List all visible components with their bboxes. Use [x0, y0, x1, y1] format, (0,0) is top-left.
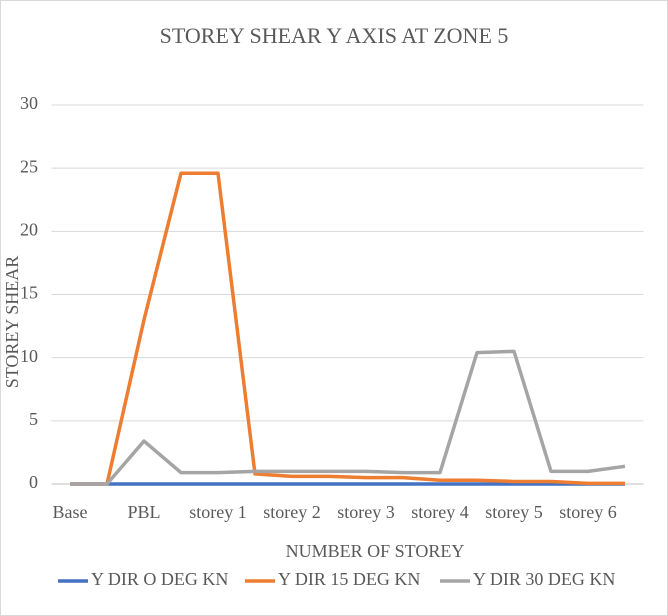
y-tick-label: 5 — [29, 409, 38, 429]
x-tick-label: storey 4 — [411, 502, 469, 522]
y-tick-label: 25 — [20, 156, 38, 176]
y-axis-label: STOREY SHEAR — [2, 256, 22, 389]
chart-title: STOREY SHEAR Y AXIS AT ZONE 5 — [160, 23, 509, 48]
x-tick-label: storey 3 — [337, 502, 395, 522]
x-tick-label: Base — [53, 502, 88, 522]
legend-label: Y DIR 15 DEG KN — [278, 569, 420, 589]
series-line — [70, 349, 626, 486]
y-tick-label: 30 — [20, 93, 38, 113]
x-axis-label: NUMBER OF STOREY — [286, 541, 465, 561]
legend-label: Y DIR 30 DEG KN — [473, 569, 615, 589]
series-line — [70, 171, 625, 486]
y-tick-label: 0 — [29, 472, 38, 492]
y-tick-label: 10 — [20, 346, 38, 366]
legend-label: Y DIR O DEG KN — [91, 569, 228, 589]
x-tick-label: storey 5 — [485, 502, 543, 522]
x-tick-label: storey 1 — [189, 502, 247, 522]
x-tick-label: storey 6 — [559, 502, 617, 522]
y-tick-label: 15 — [20, 283, 38, 303]
x-tick-label: storey 2 — [263, 502, 321, 522]
y-tick-label: 20 — [20, 219, 38, 239]
x-tick-label: PBL — [127, 502, 160, 522]
